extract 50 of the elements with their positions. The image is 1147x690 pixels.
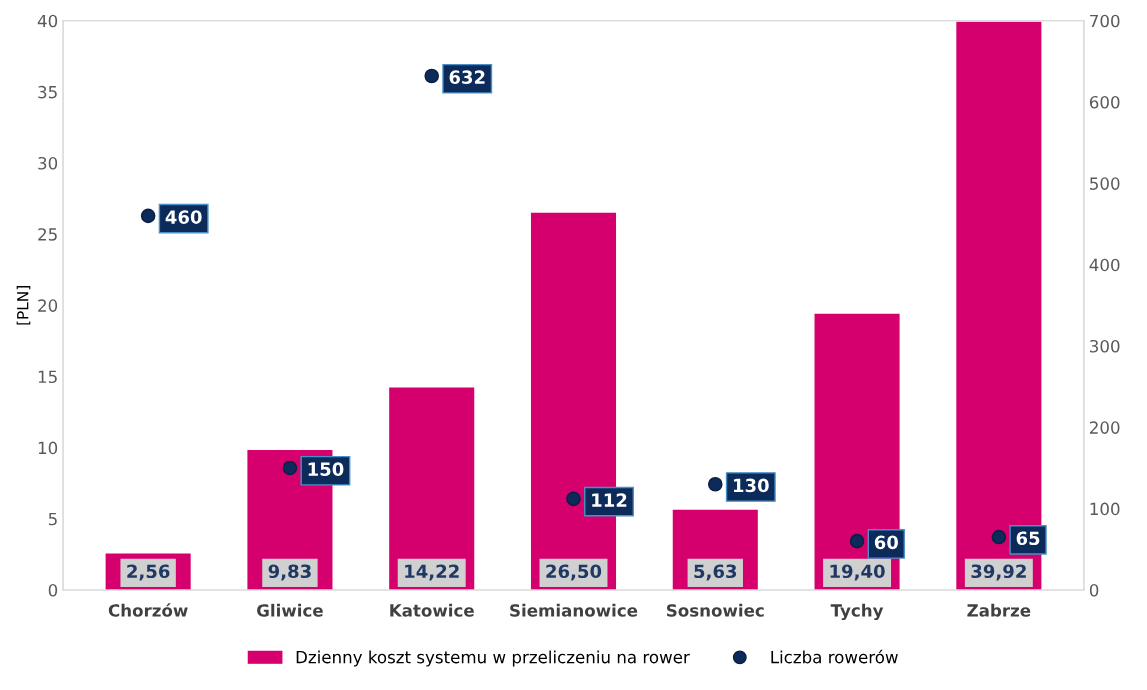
data-label: 14,22 bbox=[405, 564, 459, 581]
y2-tick-label: 300 bbox=[1090, 339, 1120, 353]
y2-tick-label: 500 bbox=[1090, 177, 1120, 190]
data-label: 60 bbox=[874, 535, 898, 550]
point bbox=[707, 476, 723, 492]
y2-tick-label: 200 bbox=[1090, 421, 1120, 434]
y2-tick-label: 700 bbox=[1090, 14, 1120, 28]
x-tick-label: Chorzów bbox=[108, 603, 188, 617]
data-label: 19,40 bbox=[830, 564, 885, 581]
point bbox=[849, 533, 865, 549]
bar bbox=[956, 21, 1042, 590]
point bbox=[991, 529, 1007, 545]
y-tick-label: 20 bbox=[38, 299, 58, 312]
legend-label: Liczba rowerów bbox=[771, 649, 898, 664]
bar bbox=[389, 387, 475, 590]
x-tick-label: Tychy bbox=[830, 603, 884, 621]
y2-tick-label: 600 bbox=[1089, 95, 1120, 109]
y2-tick-label: 0 bbox=[1089, 583, 1099, 597]
point bbox=[424, 68, 440, 84]
x-tick-label: Sosnowiec bbox=[666, 603, 764, 617]
data-label: 130 bbox=[733, 478, 769, 493]
y2-tick-label: 400 bbox=[1089, 258, 1120, 272]
data-label: 65 bbox=[1016, 531, 1040, 546]
data-label: 9,83 bbox=[268, 564, 311, 581]
y-axis-title: [PLN] bbox=[16, 286, 31, 325]
data-label: 460 bbox=[165, 210, 202, 224]
y2-tick-label: 100 bbox=[1090, 502, 1120, 516]
point bbox=[566, 491, 581, 507]
y-tick-label: 15 bbox=[38, 370, 57, 384]
legend-label: Dzienny koszt systemu w przeliczeniu na rower bbox=[296, 650, 690, 667]
y-tick-label: 25 bbox=[38, 228, 57, 241]
data-label: 112 bbox=[592, 493, 627, 507]
x-tick-label: Zabrze bbox=[967, 603, 1031, 617]
x-tick-label: Gliwice bbox=[257, 603, 323, 617]
y-tick-label: 35 bbox=[38, 85, 57, 99]
data-label: 5,63 bbox=[694, 564, 737, 581]
data-label: 26,50 bbox=[546, 564, 602, 581]
point bbox=[140, 208, 156, 224]
y-tick-label: 30 bbox=[38, 156, 58, 170]
x-tick-label: Siemianowice bbox=[510, 603, 638, 617]
x-tick-label: Katowice bbox=[390, 603, 474, 617]
data-label: 632 bbox=[449, 70, 485, 85]
y-tick-label: 10 bbox=[38, 441, 58, 455]
data-label: 2,56 bbox=[127, 564, 170, 581]
y-tick-label: 5 bbox=[48, 512, 57, 526]
point bbox=[282, 460, 298, 476]
data-label: 150 bbox=[308, 462, 344, 476]
data-label: 39,92 bbox=[971, 564, 1026, 581]
y-tick-label: 0 bbox=[48, 583, 58, 597]
y-tick-label: 40 bbox=[37, 14, 58, 28]
